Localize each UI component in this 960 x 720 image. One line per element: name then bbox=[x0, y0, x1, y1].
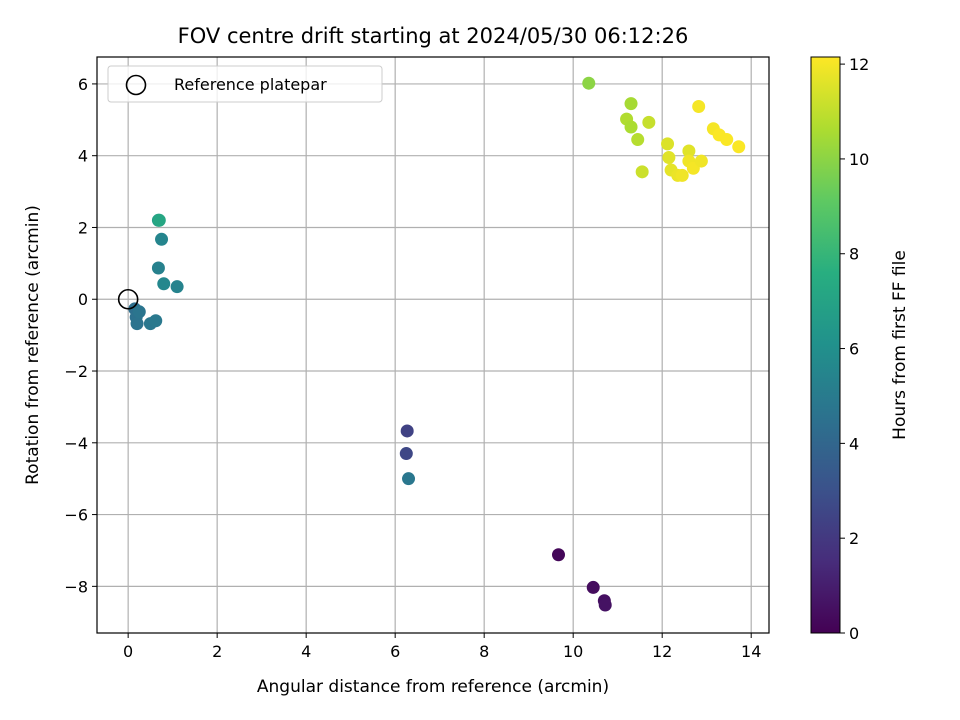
data-point bbox=[661, 137, 675, 151]
data-point bbox=[586, 580, 600, 594]
data-point bbox=[732, 140, 746, 154]
y-axis-title: Rotation from reference (arcmin) bbox=[23, 205, 43, 485]
colorbar-label: Hours from first FF file bbox=[890, 250, 910, 440]
data-point bbox=[624, 120, 638, 134]
colorbar-tick-label: 2 bbox=[849, 529, 859, 548]
colorbar: 0 2 4 6 8 10 12 Hours from first FF file bbox=[810, 55, 910, 643]
data-point bbox=[662, 150, 676, 164]
colorbar-frame bbox=[810, 56, 841, 634]
data-points bbox=[128, 76, 746, 612]
data-point bbox=[170, 280, 184, 294]
y-tick-label: 0 bbox=[78, 290, 88, 309]
x-tick-label: 14 bbox=[741, 642, 761, 661]
y-axis-ticks: −8 −6 −4 −2 0 2 4 6 bbox=[64, 75, 97, 596]
colorbar-tick-label: 12 bbox=[849, 55, 869, 74]
data-point bbox=[130, 317, 144, 331]
data-point bbox=[694, 154, 708, 168]
data-point bbox=[692, 100, 706, 114]
colorbar-gradient bbox=[811, 57, 840, 633]
data-point bbox=[132, 305, 146, 319]
y-tick-label: −8 bbox=[64, 577, 88, 596]
data-point bbox=[151, 261, 165, 275]
y-tick-label: 6 bbox=[78, 75, 88, 94]
x-tick-label: 2 bbox=[212, 642, 222, 661]
data-point bbox=[149, 314, 163, 328]
data-point bbox=[582, 76, 596, 90]
data-point bbox=[682, 144, 696, 158]
plot-frame bbox=[96, 56, 770, 634]
grid bbox=[97, 57, 769, 633]
chart-title: FOV centre drift starting at 2024/05/30 … bbox=[178, 24, 689, 48]
data-point bbox=[155, 232, 169, 246]
colorbar-tick-label: 0 bbox=[849, 624, 859, 643]
data-point bbox=[635, 165, 649, 179]
legend: Reference platepar bbox=[107, 65, 383, 103]
x-tick-label: 12 bbox=[652, 642, 672, 661]
x-tick-label: 4 bbox=[301, 642, 311, 661]
x-tick-label: 6 bbox=[390, 642, 400, 661]
x-tick-label: 10 bbox=[563, 642, 583, 661]
y-tick-label: −6 bbox=[64, 506, 88, 525]
colorbar-tick-label: 6 bbox=[849, 340, 859, 359]
data-point bbox=[551, 548, 565, 562]
data-point bbox=[642, 115, 656, 129]
x-axis-title: Angular distance from reference (arcmin) bbox=[257, 677, 609, 697]
data-point bbox=[720, 133, 734, 147]
y-tick-label: 4 bbox=[78, 147, 88, 166]
x-tick-label: 0 bbox=[123, 642, 133, 661]
plot-background bbox=[97, 57, 769, 633]
data-point bbox=[598, 598, 612, 612]
legend-label-reference-platepar: Reference platepar bbox=[174, 75, 327, 94]
y-tick-label: −2 bbox=[64, 362, 88, 381]
data-point bbox=[675, 168, 689, 182]
y-tick-label: −4 bbox=[64, 434, 88, 453]
data-point bbox=[631, 133, 645, 147]
x-axis-ticks: 0 2 4 6 8 10 12 14 bbox=[123, 633, 761, 661]
y-tick-label: 2 bbox=[78, 218, 88, 237]
x-tick-label: 8 bbox=[479, 642, 489, 661]
data-point bbox=[624, 97, 638, 111]
legend-box bbox=[107, 65, 383, 103]
colorbar-tick-label: 4 bbox=[849, 434, 859, 453]
colorbar-tick-label: 10 bbox=[849, 150, 869, 169]
data-point bbox=[400, 424, 414, 438]
colorbar-tick-label: 8 bbox=[849, 245, 859, 264]
data-point bbox=[157, 277, 171, 291]
reference-platepar-marker bbox=[117, 288, 139, 310]
data-point bbox=[402, 472, 416, 486]
legend-marker-icon bbox=[125, 74, 147, 96]
data-point bbox=[399, 447, 413, 461]
data-point bbox=[152, 213, 166, 227]
colorbar-ticks: 0 2 4 6 8 10 12 bbox=[840, 55, 869, 643]
